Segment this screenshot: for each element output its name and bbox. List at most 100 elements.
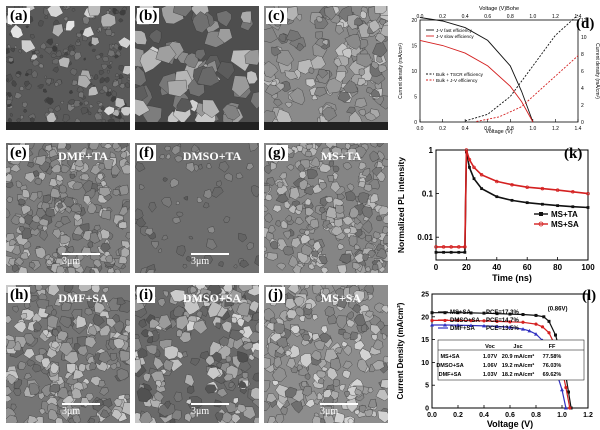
y2-axis-label: Current density (mA/cm²) [594,43,600,99]
x-tick-label: 0.8 [531,412,541,419]
series-line [436,149,589,248]
sem-image-c: (c) [264,6,388,130]
y-tick-label: 0.01 [417,233,433,242]
x-tick-label: 0.0 [417,126,424,132]
x-tick-label: 0.4 [479,412,489,419]
legend-entry: MS+SA [551,220,579,229]
sem-texture-c [264,6,388,130]
data-point [457,245,461,249]
legend-entry: MS+TA [551,210,578,219]
x-tick-label: 40 [492,263,501,272]
sem-image-h: (h) DMF+SA 3μm [6,285,130,423]
overlay-label-f: DMSO+TA [182,149,242,163]
table-cell: 1.07V [483,354,498,360]
data-point [482,319,486,323]
panel-label-f: (f) [137,145,156,161]
data-point [547,331,551,335]
x2-tick-label: 0.4 [462,14,469,20]
plot-frame [419,19,579,123]
y2-tick-label: 2 [581,103,584,109]
x-axis-label: Time (ns) [492,273,532,283]
table-cell: 76.03% [543,363,562,369]
x2-tick-label: 1.2 [552,14,559,20]
sem-image-j: (j) MS+SA 3μm [264,285,388,423]
table-header: Jsc [513,344,522,350]
scale-bar-i: 3μm [191,403,229,417]
x-tick-label: 60 [523,263,532,272]
data-point [495,312,499,316]
sem-texture-f [135,143,259,273]
plot-frame [435,149,589,261]
data-point [441,245,446,249]
data-point [525,185,529,189]
data-point [542,315,546,319]
data-point [555,188,560,192]
overlay-label-e: DMF+TA [58,149,108,163]
x2-axis-label: Voltage (V)Bohe [479,6,519,12]
sem-texture-h [6,285,130,423]
scale-bar-f: 3μm [191,253,229,267]
table-cell: 1.03V [483,372,498,378]
sem-image-b: (b) [135,6,259,130]
data-point [443,311,447,315]
data-point [547,319,551,323]
data-point [469,319,473,323]
data-point [449,250,453,254]
data-point [540,186,545,191]
data-point [586,206,590,209]
data-point [521,320,525,324]
legend-marker [538,221,544,227]
data-point [463,250,467,254]
x-axis-label: Voltage (V) [487,419,533,429]
x2-tick-label: 0.2 [439,14,446,20]
x-tick-label: 1.0 [557,412,567,419]
legend-entry: Bulk + TSCR efficiency [436,72,484,77]
data-point [472,165,476,170]
data-point [534,332,538,336]
annotation: (0.86V) [548,307,568,313]
data-point [568,406,572,410]
y2-tick-label: 8 [581,52,584,58]
sem-image-i: (i) DMSO+SA 3μm [135,285,259,423]
sem-texture-g [264,143,388,273]
legend-entry: MS+SA [450,310,472,316]
data-point [442,250,445,254]
series-line [419,17,534,123]
x-tick-label: 100 [581,263,595,272]
sem-texture-a [6,6,130,130]
data-point [525,201,529,205]
data-point [430,311,434,315]
data-point [540,325,545,329]
sem-image-e: (e) DMF+TA 3μm [6,143,130,273]
data-point [469,323,473,327]
data-point [456,323,460,327]
data-point [464,148,469,152]
data-point [508,320,512,324]
x-tick-label: 1.2 [583,412,593,419]
table-cell: 69.62% [543,372,562,378]
jv-curves-chart: 0.0 0.2 0.4 0.6 0.8 1.0 1.2 0 5 10 15 20 25 Voltage (… [396,292,593,430]
x2-tick-label: 0.8 [507,14,514,20]
table-header: FF [549,344,556,350]
data-point [449,245,453,249]
x-tick-label: 0.6 [505,412,515,419]
panel-label-a: (a) [8,8,30,24]
pl-decay-chart: 0 20 40 60 80 100 0.01 0.1 1 Time (ns) Normalized … [396,146,595,283]
data-point [571,190,575,194]
x-tick-label: 0.4 [462,126,469,132]
panel-label-h: (h) [8,287,31,303]
data-point [508,312,512,316]
data-point [556,204,559,208]
data-point [479,173,484,177]
x-tick-label: 0.2 [453,412,463,419]
sem-image-f: (f) DMSO+TA 3μm [135,143,259,273]
data-point [468,165,471,169]
table-header: Voc [485,344,495,350]
table-cell: 18.2 mA/cm² [502,371,535,378]
y2-tick-label: 12 [581,18,587,24]
table-cell: MS+SA [440,354,459,360]
data-point [430,318,434,323]
data-point [495,324,499,328]
x-tick-label: 0.2 [439,126,446,132]
x-tick-label: 1.0 [529,126,536,132]
